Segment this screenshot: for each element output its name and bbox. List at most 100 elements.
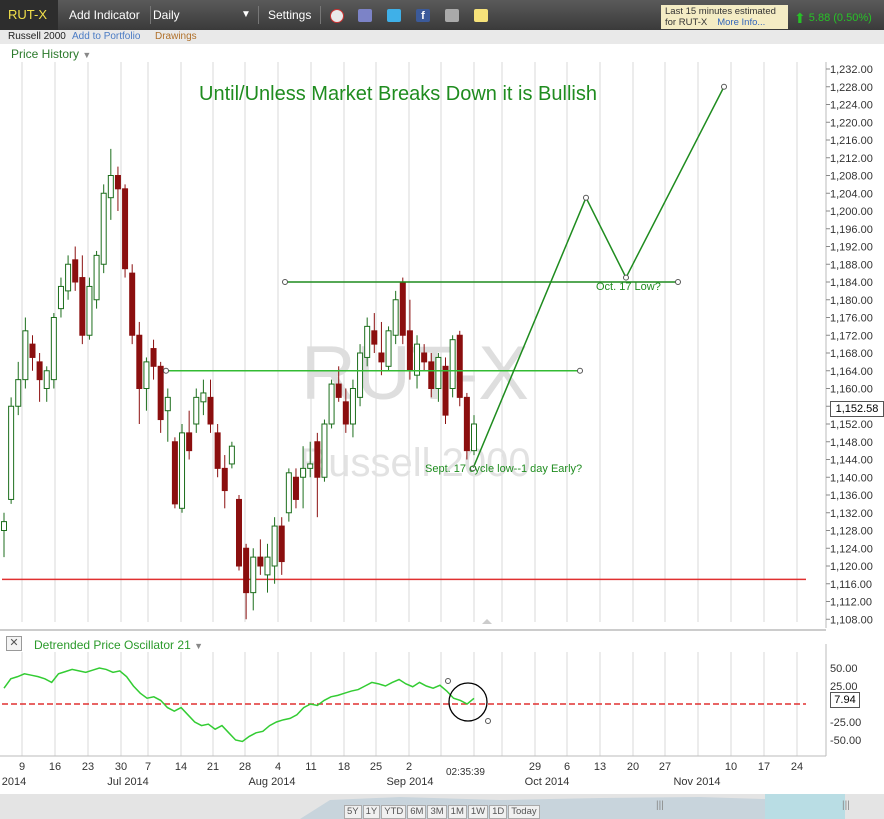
oscillator-menu[interactable]: Detrended Price Oscillator 21 ▼ bbox=[34, 638, 203, 652]
more-info-link[interactable]: More Info... bbox=[717, 17, 766, 28]
toolbar-divider bbox=[150, 6, 151, 24]
line-handle bbox=[675, 279, 681, 285]
add-indicator-button[interactable]: Add Indicator bbox=[69, 8, 140, 22]
x-tick-label: 10 bbox=[725, 761, 737, 773]
projection-path bbox=[472, 86, 725, 469]
candle-body bbox=[421, 352, 428, 363]
candle-body bbox=[392, 299, 399, 336]
notes-icon[interactable] bbox=[474, 9, 488, 22]
book-icon[interactable] bbox=[358, 9, 372, 22]
price-tick-label: 1,188.00 bbox=[830, 259, 873, 271]
month-label: Jul 2014 bbox=[107, 776, 149, 788]
circle-handle bbox=[445, 678, 451, 684]
navigator-bar[interactable]: ||| ||| 5Y 1Y YTD 6M 3M 1M 1W 1D Today bbox=[0, 794, 884, 819]
candle-body bbox=[214, 432, 221, 469]
price-tick-label: 1,112.00 bbox=[830, 597, 872, 609]
price-tick-label: 1,144.00 bbox=[830, 455, 873, 467]
candle-body bbox=[378, 352, 385, 363]
facebook-icon[interactable]: f bbox=[416, 9, 430, 22]
candle-body bbox=[342, 401, 349, 425]
x-tick-label: 11 bbox=[305, 761, 316, 773]
candle-body bbox=[50, 317, 57, 381]
chevron-down-icon: ▼ bbox=[82, 50, 92, 60]
candle-body bbox=[307, 463, 314, 469]
range-button[interactable]: 6M bbox=[407, 805, 427, 819]
range-button[interactable]: 3M bbox=[427, 805, 447, 819]
candle-body bbox=[449, 339, 456, 389]
candle-body bbox=[79, 277, 86, 336]
candle-body bbox=[221, 467, 228, 492]
x-tick-label: 6 bbox=[564, 761, 570, 773]
x-tick-label: 16 bbox=[49, 761, 61, 773]
range-button[interactable]: 5Y bbox=[344, 805, 362, 819]
candle-body bbox=[8, 405, 15, 500]
candle-body bbox=[136, 334, 143, 389]
settings-button[interactable]: Settings bbox=[268, 8, 312, 22]
camera-icon[interactable] bbox=[445, 9, 459, 22]
highlight-circle bbox=[448, 682, 488, 722]
range-button[interactable]: 1Y bbox=[362, 805, 381, 819]
range-button[interactable]: Today bbox=[508, 805, 540, 819]
candle-body bbox=[435, 356, 442, 389]
navigator-selection[interactable] bbox=[765, 794, 845, 819]
candle-body bbox=[328, 383, 335, 425]
range-button[interactable]: 1D bbox=[489, 805, 508, 819]
x-tick-label: 4 bbox=[275, 761, 281, 773]
month-label: 2014 bbox=[2, 776, 26, 788]
range-button[interactable]: YTD bbox=[381, 805, 407, 819]
price-history-menu[interactable]: Price History ▼ bbox=[11, 47, 91, 61]
candle-body bbox=[200, 392, 207, 403]
oscillator-line bbox=[3, 667, 475, 743]
chevron-down-icon: ▼ bbox=[241, 9, 251, 20]
x-tick-label: 20 bbox=[627, 761, 639, 773]
candle-body bbox=[442, 365, 449, 416]
alarm-clock-icon[interactable] bbox=[330, 9, 344, 23]
candle-body bbox=[29, 343, 36, 358]
candle-body bbox=[285, 472, 292, 514]
month-label: Aug 2014 bbox=[248, 776, 295, 788]
price-tick-label: 1,192.00 bbox=[830, 242, 873, 254]
price-tick-label: 1,180.00 bbox=[830, 295, 873, 307]
x-tick-label: 23 bbox=[82, 761, 94, 773]
price-tick-label: 1,212.00 bbox=[830, 153, 873, 165]
candle-body bbox=[207, 396, 214, 425]
symbol-bar: Russell 2000 Add to Portfolio Drawings bbox=[0, 30, 884, 44]
price-tick-label: 1,116.00 bbox=[830, 579, 872, 591]
candle-body bbox=[43, 370, 50, 389]
candle-body bbox=[157, 365, 164, 421]
candle-body bbox=[349, 388, 356, 425]
add-to-portfolio-link[interactable]: Add to Portfolio bbox=[72, 31, 141, 42]
candle-body bbox=[228, 445, 235, 465]
navigator-handle-left[interactable]: ||| bbox=[656, 800, 664, 811]
x-tick-label: 28 bbox=[239, 761, 251, 773]
close-icon[interactable]: ✕ bbox=[6, 636, 22, 651]
candle-body bbox=[357, 352, 364, 398]
twitter-icon[interactable] bbox=[387, 9, 401, 22]
candle-body bbox=[250, 556, 257, 594]
candle-body bbox=[57, 285, 64, 310]
chart-area[interactable]: RUT-XRussell 20001,232.001,228.001,224.0… bbox=[0, 44, 884, 794]
candle-body bbox=[164, 396, 171, 412]
x-tick-label: 2 bbox=[406, 761, 412, 773]
sept-low-annotation: Sept. 17 cycle low--1 day Early? bbox=[425, 463, 582, 475]
price-tick-label: 1,148.00 bbox=[830, 437, 873, 449]
chart-svg[interactable]: RUT-XRussell 20001,232.001,228.001,224.0… bbox=[0, 44, 884, 794]
chevron-down-icon: ▼ bbox=[194, 641, 204, 651]
month-label: Oct 2014 bbox=[525, 776, 570, 788]
candle-body bbox=[100, 192, 107, 265]
x-tick-label: 27 bbox=[659, 761, 671, 773]
range-button[interactable]: 1M bbox=[447, 805, 467, 819]
price-tick-label: 1,140.00 bbox=[830, 472, 873, 484]
drawings-link[interactable]: Drawings bbox=[155, 31, 197, 42]
navigator-handle-right[interactable]: ||| bbox=[842, 800, 850, 811]
candle-body bbox=[93, 254, 100, 301]
scroll-up-icon bbox=[482, 619, 492, 624]
price-tick-label: 1,216.00 bbox=[830, 135, 873, 147]
candle-body bbox=[193, 396, 200, 425]
range-button[interactable]: 1W bbox=[467, 805, 489, 819]
price-tick-label: 1,184.00 bbox=[830, 277, 873, 289]
symbol-input[interactable]: RUT-X bbox=[0, 0, 58, 30]
candle-body bbox=[236, 498, 242, 567]
candle-body bbox=[72, 259, 79, 283]
interval-select[interactable]: Daily ▼ bbox=[153, 0, 253, 30]
